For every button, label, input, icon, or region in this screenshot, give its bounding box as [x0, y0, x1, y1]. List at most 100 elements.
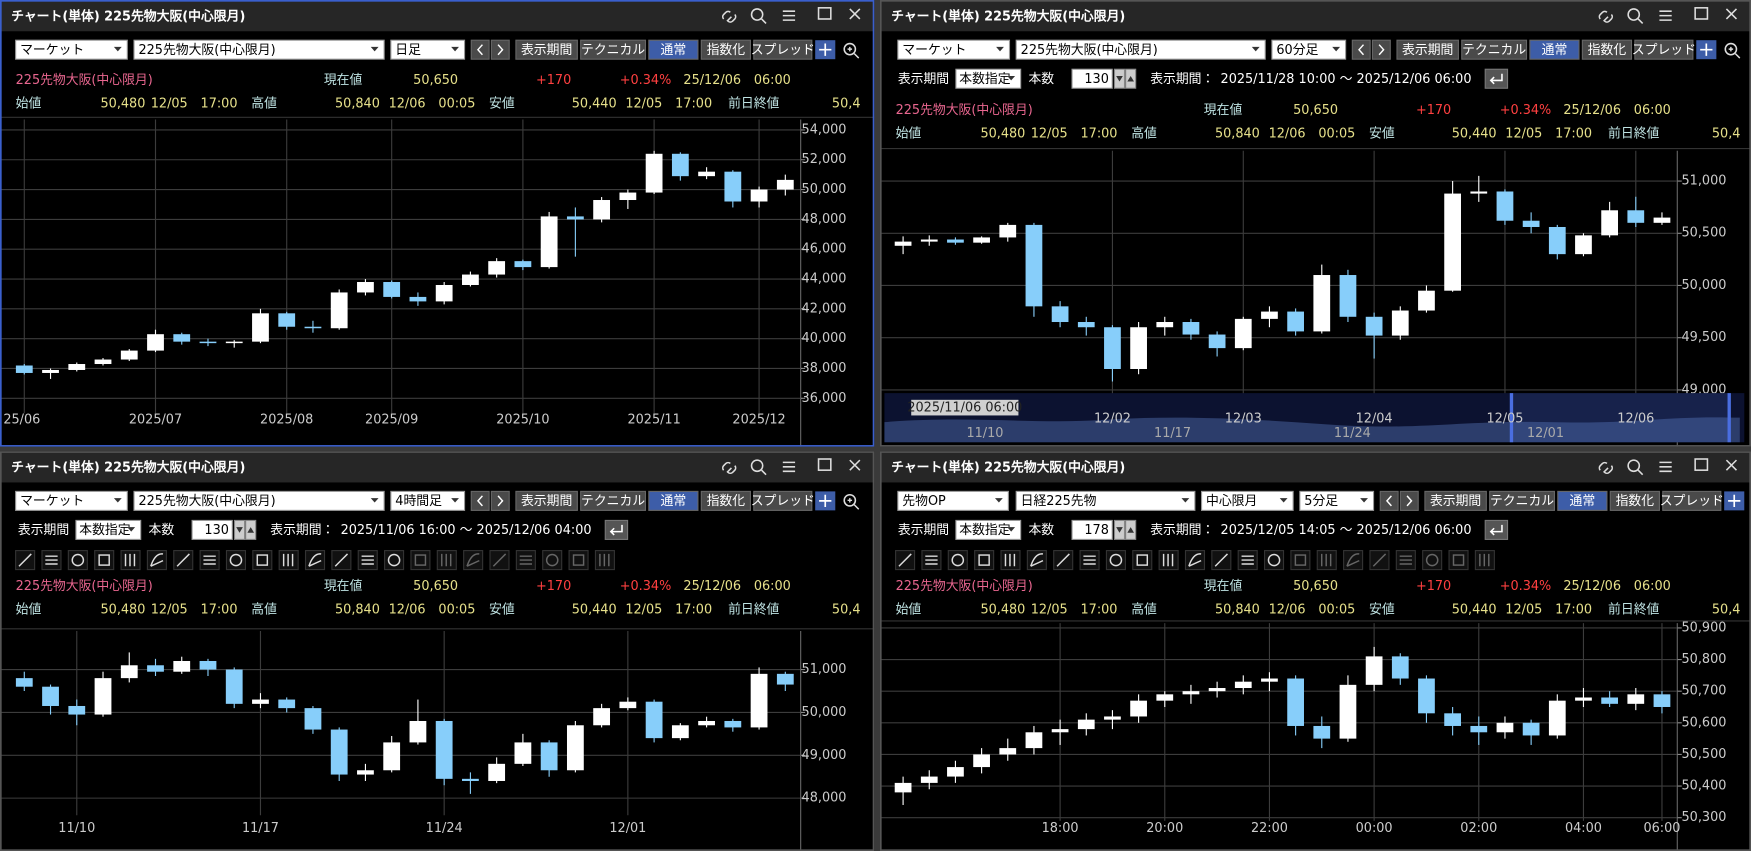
- drawing-tool[interactable]: [1053, 550, 1074, 571]
- toolbar-button[interactable]: [580, 490, 647, 511]
- toolbar-button[interactable]: [700, 39, 751, 60]
- nav-button[interactable]: [470, 490, 490, 511]
- zoom-icon[interactable]: [1724, 42, 1738, 56]
- drawing-tool[interactable]: [15, 550, 36, 571]
- select[interactable]: [390, 39, 466, 60]
- nav-button[interactable]: [490, 490, 510, 511]
- maximize-button[interactable]: [817, 7, 832, 20]
- period-mode-select[interactable]: [955, 68, 1022, 89]
- close-button[interactable]: [849, 459, 861, 471]
- menu-icon[interactable]: [1659, 10, 1672, 21]
- select[interactable]: [1299, 490, 1375, 511]
- toolbar-button[interactable]: [1424, 490, 1487, 511]
- drawing-tool[interactable]: [515, 550, 536, 571]
- toolbar-button[interactable]: [1609, 490, 1660, 511]
- navigator-handle[interactable]: [1509, 393, 1514, 443]
- drawing-tool[interactable]: [1158, 550, 1179, 571]
- link-icon[interactable]: [1598, 10, 1614, 23]
- toolbar-button[interactable]: [700, 490, 751, 511]
- drawing-tool[interactable]: [1000, 550, 1021, 571]
- toolbar-button[interactable]: [1489, 490, 1556, 511]
- drawing-tool[interactable]: [384, 550, 405, 571]
- drawing-tool[interactable]: [463, 550, 484, 571]
- drawing-tool[interactable]: [1290, 550, 1311, 571]
- search-icon-handle[interactable]: [761, 18, 767, 25]
- drawing-tool[interactable]: [278, 550, 299, 571]
- drawing-tool[interactable]: [1343, 550, 1364, 571]
- count-input[interactable]: [1071, 68, 1113, 89]
- drawing-tool[interactable]: [1132, 550, 1153, 571]
- menu-icon[interactable]: [782, 461, 796, 473]
- drawing-tool[interactable]: [410, 550, 431, 571]
- drawing-tool[interactable]: [1211, 550, 1232, 571]
- count-input[interactable]: [1071, 519, 1113, 540]
- nav-button[interactable]: [1351, 39, 1371, 60]
- navigator-window[interactable]: [1512, 393, 1729, 443]
- nav-button[interactable]: [1379, 490, 1399, 511]
- select[interactable]: [1201, 490, 1294, 511]
- select[interactable]: [15, 39, 128, 60]
- nav-button[interactable]: [1371, 39, 1391, 60]
- drawing-tool[interactable]: [1369, 550, 1390, 571]
- toolbar-button[interactable]: [515, 490, 578, 511]
- drawing-tool[interactable]: [146, 550, 167, 571]
- zoom-icon[interactable]: [843, 42, 857, 56]
- menu-icon[interactable]: [1659, 461, 1672, 473]
- drawing-tool[interactable]: [542, 550, 563, 571]
- drawing-tool[interactable]: [974, 550, 995, 571]
- drawing-tool[interactable]: [357, 550, 378, 571]
- link-icon[interactable]: [721, 461, 737, 475]
- maximize-button[interactable]: [817, 458, 832, 471]
- toolbar-button[interactable]: [753, 39, 813, 60]
- select[interactable]: [1271, 39, 1347, 60]
- menu-icon[interactable]: [782, 10, 796, 21]
- toolbar-button[interactable]: [1396, 39, 1459, 60]
- close-button[interactable]: [1725, 8, 1738, 20]
- toolbar-button[interactable]: [1529, 39, 1580, 60]
- drawing-tool[interactable]: [199, 550, 220, 571]
- select[interactable]: [15, 490, 128, 511]
- drawing-tool[interactable]: [1237, 550, 1258, 571]
- search-icon-handle[interactable]: [761, 469, 767, 476]
- drawing-tool[interactable]: [1105, 550, 1126, 571]
- return-button[interactable]: [604, 519, 629, 540]
- drawing-tool[interactable]: [304, 550, 326, 571]
- search-icon-handle[interactable]: [1637, 18, 1644, 25]
- select[interactable]: [390, 490, 466, 511]
- period-mode-select[interactable]: [955, 519, 1022, 540]
- drawing-tool[interactable]: [568, 550, 589, 571]
- toolbar-button[interactable]: [1461, 39, 1528, 60]
- zoom-icon[interactable]: [843, 493, 857, 507]
- drawing-tool[interactable]: [1316, 550, 1337, 571]
- drawing-tool[interactable]: [594, 550, 615, 571]
- drawing-tool[interactable]: [895, 550, 916, 571]
- drawing-tool[interactable]: [1026, 550, 1047, 571]
- nav-button[interactable]: [470, 39, 490, 60]
- nav-button[interactable]: [490, 39, 510, 60]
- toolbar-button[interactable]: [1557, 490, 1608, 511]
- drawing-tool[interactable]: [1079, 550, 1100, 571]
- drawing-tool[interactable]: [1474, 550, 1495, 571]
- drawing-tool[interactable]: [1422, 550, 1443, 571]
- toolbar-button[interactable]: [515, 39, 578, 60]
- link-icon[interactable]: [1598, 461, 1614, 475]
- select[interactable]: [133, 490, 385, 511]
- drawing-tool[interactable]: [1448, 550, 1469, 571]
- navigator-handle[interactable]: [1727, 393, 1731, 443]
- return-button[interactable]: [1484, 68, 1509, 89]
- close-button[interactable]: [849, 8, 861, 20]
- select[interactable]: [1015, 490, 1196, 511]
- close-button[interactable]: [1725, 459, 1738, 471]
- search-icon[interactable]: [750, 8, 764, 21]
- search-icon-handle[interactable]: [1637, 469, 1644, 476]
- drawing-tool[interactable]: [947, 550, 968, 571]
- search-icon[interactable]: [1627, 8, 1641, 21]
- select[interactable]: [897, 490, 1009, 511]
- period-mode-select[interactable]: [75, 519, 142, 540]
- maximize-button[interactable]: [1694, 458, 1709, 471]
- toolbar-button[interactable]: [753, 490, 813, 511]
- link-icon[interactable]: [721, 10, 737, 23]
- select[interactable]: [133, 39, 385, 60]
- drawing-tool[interactable]: [331, 550, 352, 571]
- toolbar-button[interactable]: [648, 490, 699, 511]
